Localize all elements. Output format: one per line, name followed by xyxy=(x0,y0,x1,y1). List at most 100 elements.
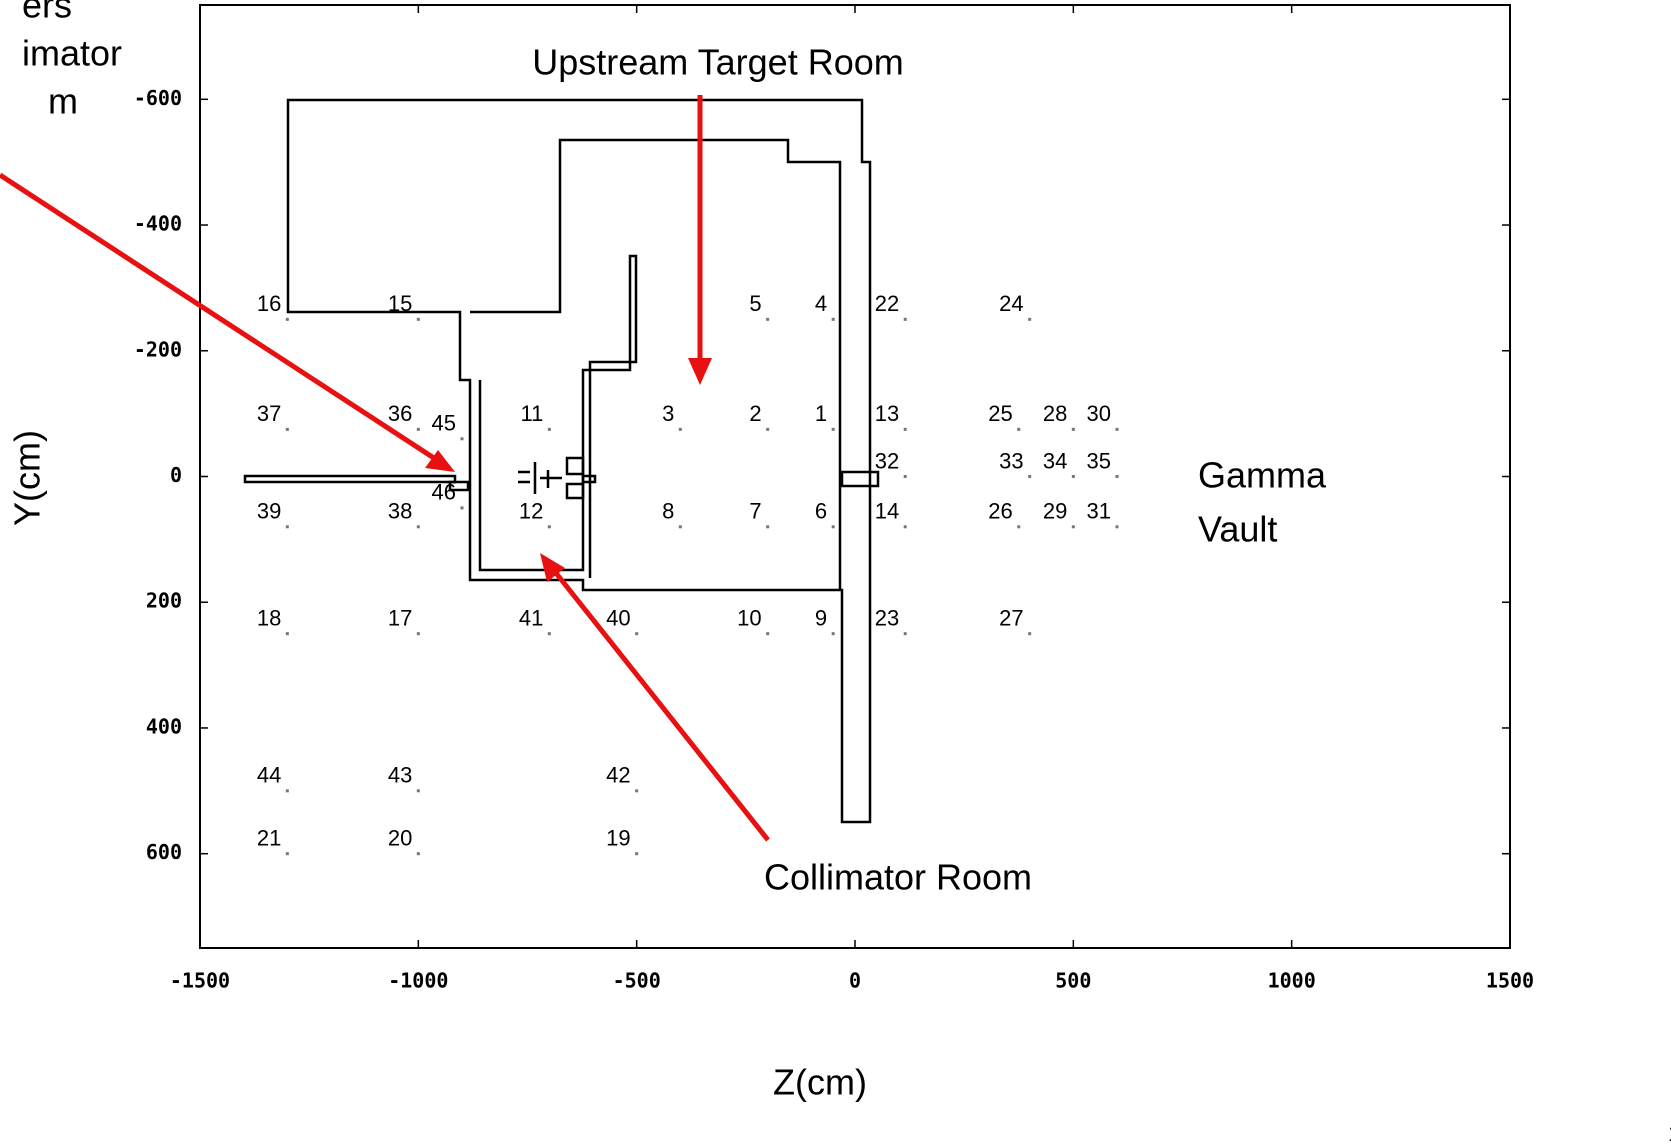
detector-point xyxy=(285,789,289,793)
detector-point xyxy=(831,632,835,636)
x-tick-label: 1500 xyxy=(1486,969,1534,993)
detector-point xyxy=(831,317,835,321)
point-label: 33 xyxy=(999,448,1023,473)
point-label: 23 xyxy=(875,605,899,630)
point-label: 1 xyxy=(815,401,827,426)
detector-point xyxy=(678,427,682,431)
point-label: 18 xyxy=(257,605,281,630)
collimator-block xyxy=(565,456,585,476)
detector-point xyxy=(903,525,907,529)
point-label: 11 xyxy=(520,401,543,426)
point-label: 15 xyxy=(388,291,412,316)
detector-point xyxy=(547,427,551,431)
detector-point xyxy=(903,427,907,431)
point-label: 40 xyxy=(606,605,630,630)
arrow-head xyxy=(540,553,565,582)
point-label: 30 xyxy=(1087,401,1111,426)
detector-point xyxy=(416,789,420,793)
detector-point xyxy=(460,437,464,441)
detector-point xyxy=(547,632,551,636)
point-label: 42 xyxy=(606,763,630,788)
x-tick-label: 1000 xyxy=(1268,969,1316,993)
point-label: 6 xyxy=(815,499,827,524)
point-label: 36 xyxy=(388,401,412,426)
detector-point xyxy=(1071,525,1075,529)
detector-point xyxy=(766,632,770,636)
detector-point xyxy=(460,506,464,510)
arrow xyxy=(0,172,442,465)
arrow-head xyxy=(425,450,455,472)
y-tick-label: -200 xyxy=(134,337,182,361)
point-label: 38 xyxy=(388,499,412,524)
y-tick-label: -600 xyxy=(134,86,182,110)
detector-point xyxy=(831,525,835,529)
point-label: 37 xyxy=(257,401,281,426)
x-tick-label: 500 xyxy=(1055,969,1091,993)
annotation: Vault xyxy=(1198,509,1277,550)
wall-block xyxy=(448,480,470,492)
vault-pipe xyxy=(840,470,880,488)
collimator-block xyxy=(565,482,585,500)
detector-point xyxy=(416,632,420,636)
arrow-head xyxy=(688,358,712,385)
point-label: 25 xyxy=(988,401,1012,426)
detector-point xyxy=(285,852,289,856)
detector-point xyxy=(1017,427,1021,431)
point-label: 28 xyxy=(1043,401,1067,426)
point-label: 13 xyxy=(875,401,899,426)
detector-point xyxy=(416,852,420,856)
point-label: 43 xyxy=(388,763,412,788)
point-label: 46 xyxy=(432,480,456,505)
point-label: 24 xyxy=(999,291,1023,316)
arrow xyxy=(550,566,770,842)
point-label: 7 xyxy=(749,499,761,524)
detector-point xyxy=(1115,475,1119,478)
detector-point xyxy=(1017,525,1021,529)
point-label: 20 xyxy=(388,826,412,851)
point-label: 32 xyxy=(875,448,899,473)
point-label: 3 xyxy=(662,401,674,426)
point-label: 4 xyxy=(815,291,827,316)
x-tick-label: -1500 xyxy=(170,969,230,993)
slide-number: 1 xyxy=(1668,1121,1671,1146)
detector-point xyxy=(766,427,770,431)
detector-point xyxy=(635,632,639,636)
detector-point xyxy=(1115,525,1119,529)
annotation: ers xyxy=(22,0,72,26)
detector-point xyxy=(416,427,420,431)
annotation: Gamma xyxy=(1198,455,1327,496)
x-tick-label: 0 xyxy=(849,969,861,993)
y-tick-label: 400 xyxy=(146,714,182,738)
point-label: 2 xyxy=(749,401,761,426)
detector-point xyxy=(1115,427,1119,431)
point-label: 8 xyxy=(662,499,674,524)
point-label: 45 xyxy=(432,411,456,436)
floor-plan xyxy=(243,98,880,824)
detector-point xyxy=(766,317,770,321)
detector-point xyxy=(903,632,907,636)
point-label: 14 xyxy=(875,499,899,524)
annotation: Collimator Room xyxy=(764,857,1032,898)
beam-pipe xyxy=(243,474,457,484)
point-label: 17 xyxy=(388,605,412,630)
point-label: 44 xyxy=(257,763,281,788)
arrows xyxy=(0,95,770,842)
detector-point xyxy=(285,317,289,321)
point-label: 10 xyxy=(737,605,761,630)
x-axis-label: Z(cm) xyxy=(773,1062,867,1103)
point-label: 26 xyxy=(988,499,1012,524)
detector-point xyxy=(831,427,835,431)
detector-point xyxy=(1071,475,1075,478)
detector-point xyxy=(416,525,420,529)
detector-point xyxy=(903,475,907,478)
detector-point xyxy=(285,632,289,636)
y-tick-label: 600 xyxy=(146,840,182,864)
point-label: 16 xyxy=(257,291,281,316)
detector-point xyxy=(1028,475,1032,478)
collimator-wall xyxy=(478,254,638,578)
y-tick-label: -400 xyxy=(134,212,182,236)
point-label: 22 xyxy=(875,291,899,316)
detector-point xyxy=(285,427,289,431)
